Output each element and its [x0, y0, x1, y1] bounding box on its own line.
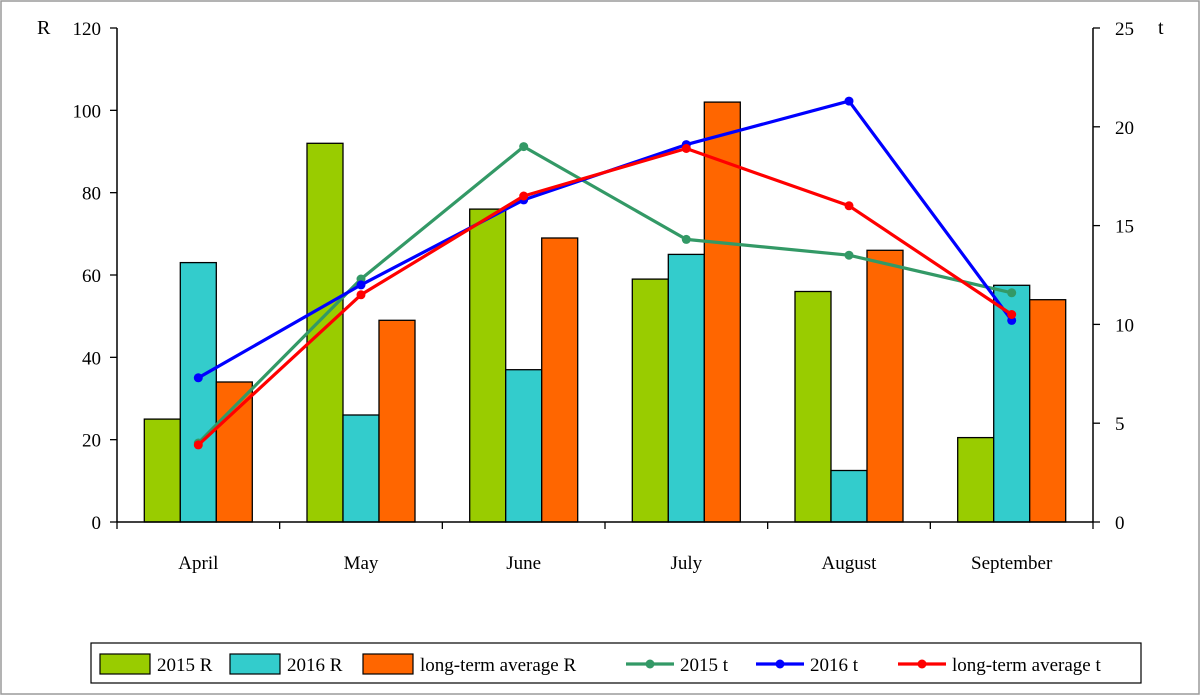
legend-entry-2016-r-swatch [229, 653, 281, 675]
legend-entry-2016-t-marker [775, 659, 785, 669]
legend-entry-2015-t-marker [645, 659, 655, 669]
y-tick-label: 40 [82, 348, 101, 369]
legend-entry-long-term-average-t-marker [917, 659, 927, 669]
legend-entry-2016-t-label: 2016 t [810, 655, 859, 676]
point-2015-t-august [844, 250, 854, 260]
y-tick-label: 0 [92, 513, 102, 534]
y2-tick-label: 20 [1115, 118, 1134, 139]
x-tick-label-june: June [506, 553, 541, 574]
y-tick-label: 60 [82, 266, 101, 287]
y2-tick-label: 5 [1115, 414, 1125, 435]
bar-2016-r-may [342, 414, 380, 523]
x-tick-label-may: May [344, 553, 379, 574]
point-2015-t-september [1007, 288, 1017, 298]
bar-long-term-average-r-june [541, 237, 579, 523]
bar-long-term-average-r-april [215, 381, 253, 523]
bar-long-term-average-r-september [1029, 299, 1067, 523]
legend-entry-2015-r-label: 2015 R [157, 655, 213, 676]
point-2015-t-june [519, 142, 529, 152]
right-ticks-layer: 0 5 10 15 20 25 [1093, 19, 1134, 534]
x-tick-label-august: August [822, 553, 878, 574]
point-2016-t-august [844, 96, 854, 106]
bar-long-term-average-r-july [703, 101, 741, 523]
point-long-term-average-t-april [193, 440, 203, 450]
point-2016-t-april [193, 373, 203, 383]
point-long-term-average-t-may [356, 290, 366, 300]
bar-2016-r-august [830, 469, 868, 523]
y2-axis-title: t [1158, 17, 1164, 39]
y2-tick-label: 25 [1115, 19, 1134, 40]
legend-entry-2015-r-swatch [99, 653, 151, 675]
line-long-term-average-t [197, 146, 1013, 447]
x-ticks-layer: April May June July August September [116, 522, 1094, 574]
lines-layer [193, 96, 1017, 450]
x-tick-label-september: September [971, 553, 1053, 574]
bar-2015-r-june [469, 208, 507, 523]
point-2015-t-july [681, 234, 691, 244]
legend-entry-2016-r-label: 2016 R [287, 655, 343, 676]
legend: 2015 R 2016 R long-term average R 2015 t 201… [90, 642, 1142, 684]
y-axis-title: R [37, 17, 51, 39]
bar-2016-r-june [505, 369, 543, 523]
y-tick-label: 20 [82, 431, 101, 452]
point-long-term-average-t-june [519, 191, 529, 201]
bars-layer [143, 101, 1067, 523]
x-tick-label-july: July [670, 553, 702, 574]
y-tick-label: 120 [73, 19, 102, 40]
line-2015-t [197, 145, 1013, 445]
point-2016-t-may [356, 280, 366, 290]
y-tick-label: 80 [82, 184, 101, 205]
bar-2015-r-july [631, 278, 669, 523]
x-tick-label-april: April [178, 553, 218, 574]
y2-tick-label: 0 [1115, 513, 1125, 534]
y-tick-label: 100 [73, 101, 102, 122]
bar-2015-r-september [957, 436, 995, 523]
bar-2015-r-may [306, 142, 344, 523]
point-long-term-average-t-august [844, 201, 854, 211]
left-ticks-layer: 0 20 40 60 80 100 120 [73, 19, 117, 534]
legend-entry-long-term-average-r-swatch [362, 653, 414, 675]
bar-2015-r-august [794, 290, 832, 523]
legend-entry-2015-t-label: 2015 t [680, 655, 729, 676]
y2-tick-label: 10 [1115, 315, 1134, 336]
bar-long-term-average-r-may [378, 319, 416, 523]
bar-2016-r-april [179, 261, 217, 523]
legend-entry-long-term-average-r-label: long-term average R [420, 655, 576, 676]
bar-long-term-average-r-august [866, 249, 904, 523]
legend-entry-long-term-average-t-label: long-term average t [952, 655, 1101, 676]
point-long-term-average-t-july [681, 144, 691, 153]
point-long-term-average-t-september [1007, 310, 1017, 319]
bar-2016-r-july [667, 253, 705, 523]
y2-tick-label: 15 [1115, 217, 1134, 238]
bar-2015-r-april [143, 418, 181, 523]
